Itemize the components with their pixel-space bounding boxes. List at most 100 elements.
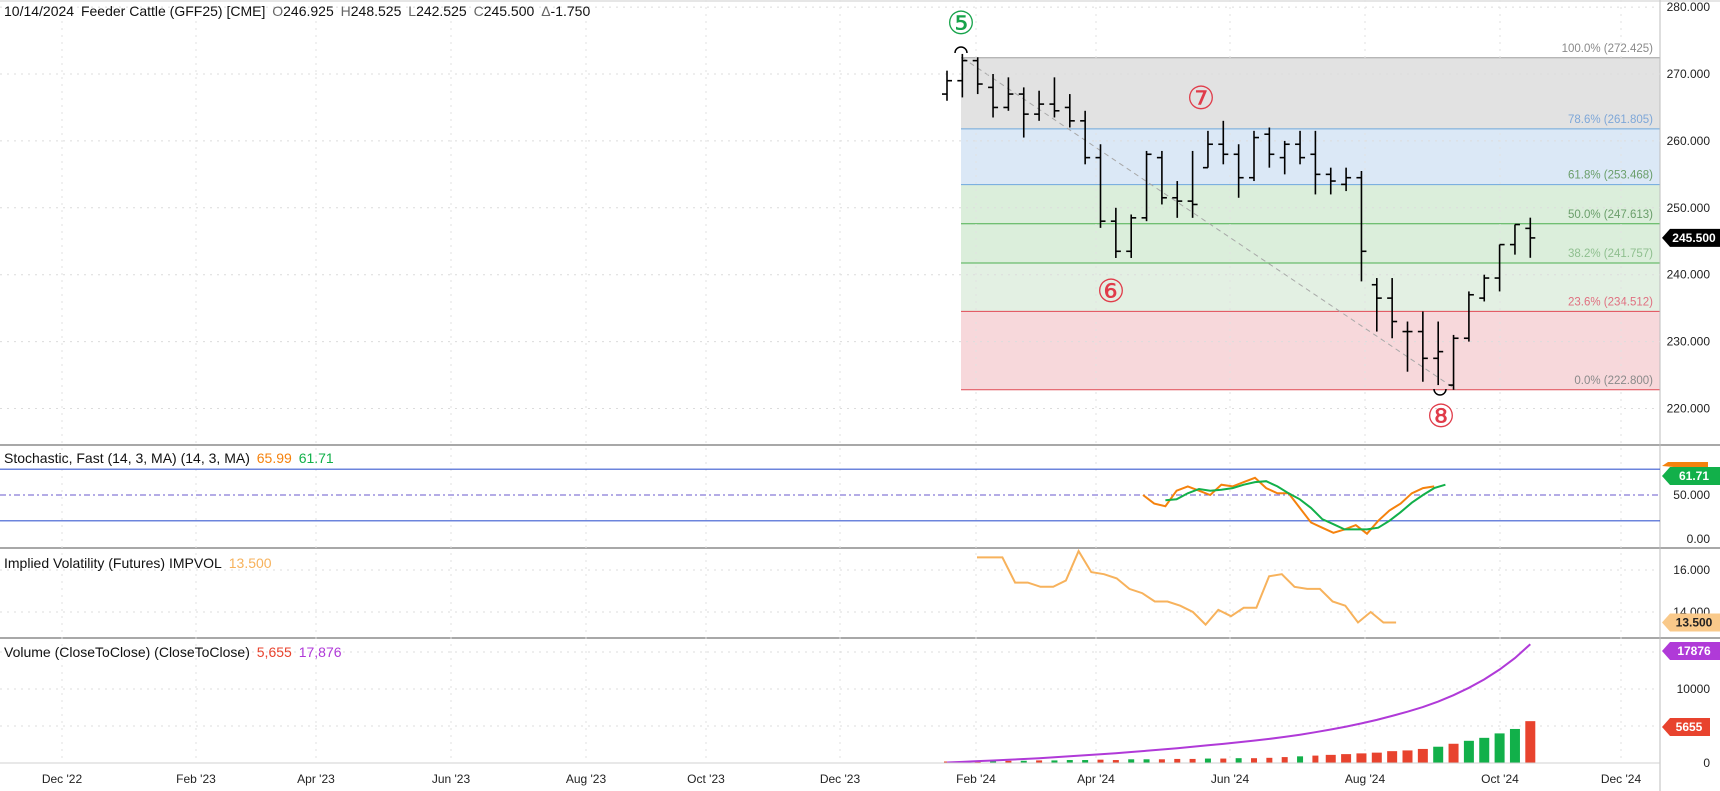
ohlc-bar [1341,167,1352,192]
annotations: ⑤ ⑥ ⑦ ⑧ [947,4,1456,435]
swing-low-marker [1433,388,1447,396]
fib-trend-line [962,57,1457,391]
volume-bar [1509,728,1520,763]
fib-band [961,184,1660,224]
stoch-k-line [1142,476,1435,536]
ohlc-bar [1494,243,1505,292]
volume-bar [1112,760,1119,763]
volume-bar [1417,748,1428,763]
volume-bar [1356,753,1367,763]
ohlc-bar [1387,278,1398,339]
volume-bar [1312,755,1319,763]
price-tick-label: 220.000 [1667,402,1711,416]
fib-band [961,311,1660,390]
volume-bar [1051,760,1058,763]
ohlc-bar [1049,77,1060,118]
ohlc-bar [1448,334,1459,390]
price-tick-label: 260.000 [1667,134,1711,148]
ohlc-bar [1187,150,1198,218]
stochastic-d-value: 61.71 [298,450,334,466]
ohlc-bar [1034,90,1045,121]
volume-tick-label: 0 [1703,756,1710,770]
ohlc-bar [1126,214,1137,258]
fib-level-label: 50.0% (247.613) [1568,209,1653,221]
volume-bar [1448,743,1459,763]
stoch-tick-label: 0.00 [1687,532,1711,546]
iv-tick-label: 16.000 [1673,563,1710,577]
stochastic-title: Stochastic, Fast (14, 3, MA) (14, 3, MA) [4,450,250,466]
volume-bar [1235,758,1242,763]
header-low: L242.525 [408,3,467,19]
wave-label: ⑦ [1187,79,1216,117]
wave-label: ⑧ [1427,397,1456,435]
volume-bar [1158,759,1165,763]
ohlc-bar [1249,130,1259,182]
impvol-header: Implied Volatility (Futures) IMPVOL 13.5… [4,555,275,571]
price-tick-label: 230.000 [1667,335,1711,349]
volume-cum-tag [1662,642,1720,660]
header-close: C245.500 [473,3,535,19]
header-high: H248.525 [340,3,402,19]
volume-cum-tag-text: 17876 [1677,644,1711,658]
volume-bar [1189,758,1196,763]
volume-panel [944,643,1536,764]
stoch-d-line [1165,480,1446,531]
volume-bar [1341,754,1352,763]
volume-bar [1174,758,1181,763]
ohlc-bar [1525,217,1536,258]
stochastic-header: Stochastic, Fast (14, 3, MA) (14, 3, MA)… [4,450,337,466]
ohlc-bar [1479,274,1490,302]
fib-band [961,223,1660,263]
volume-bar [1020,760,1027,763]
price-tick-label: 270.000 [1667,67,1711,81]
volume-bar [1433,746,1444,763]
wave-label: ⑥ [1097,272,1126,310]
ohlc-bar [1402,321,1413,372]
ohlc-bar [988,74,999,118]
implied-volatility-panel [977,548,1397,627]
ohlc-bar [972,57,983,95]
volume-bar [1494,733,1505,763]
price-tick-label: 250.000 [1667,201,1711,215]
ohlc-bar [1325,167,1336,195]
price-tick-label: 240.000 [1667,268,1711,282]
volume-bar [1097,759,1104,763]
volume-value-2: 17,876 [298,644,342,660]
ohlc-bar [1110,207,1121,258]
fib-level-label: 61.8% (253.468) [1568,170,1653,182]
ohlc-bar [1233,144,1244,198]
x-tick-label: Apr '24 [1077,772,1115,786]
stochastic-k-value: 65.99 [256,450,292,466]
volume-bar [1325,754,1336,763]
volume-bar [1005,760,1012,763]
x-tick-label: Oct '24 [1481,772,1519,786]
stochastic-panel [0,468,1660,536]
stoch-d-tag [1662,467,1720,485]
volume-bar [1036,760,1043,763]
volume-bar [1297,756,1304,763]
volume-tick-label: 10000 [1677,682,1711,696]
volume-bar [1387,751,1398,763]
price-header: 10/14/2024 Feeder Cattle (GFF25) [CME] O… [4,3,593,19]
header-date: 10/14/2024 [4,3,75,19]
volume-title: Volume (CloseToClose) (CloseToClose) [4,644,250,660]
fibonacci-retracement[interactable]: 100.0% (272.425) 78.6% (261.805) 61.8% (25… [961,43,1660,391]
header-change: Δ-1.750 [541,3,591,19]
stoch-tag-text: 61.71 [1679,469,1709,483]
cumulative-volume-line [946,643,1531,764]
volume-bar [1281,757,1288,763]
volume-bar [1266,757,1273,763]
volume-bar [990,761,997,763]
swing-high-marker [954,46,968,54]
fib-level-label: 78.6% (261.805) [1568,114,1653,126]
ohlc-bar [1156,150,1167,205]
ohlc-bar [1218,120,1229,165]
x-tick-label: Aug '24 [1345,772,1386,786]
impvol-title: Implied Volatility (Futures) IMPVOL [4,555,222,571]
ohlc-bar [1310,130,1321,195]
volume-value-1: 5,655 [256,644,292,660]
volume-bar [1463,740,1474,763]
stoch-tick-label: 50.000 [1673,488,1710,502]
